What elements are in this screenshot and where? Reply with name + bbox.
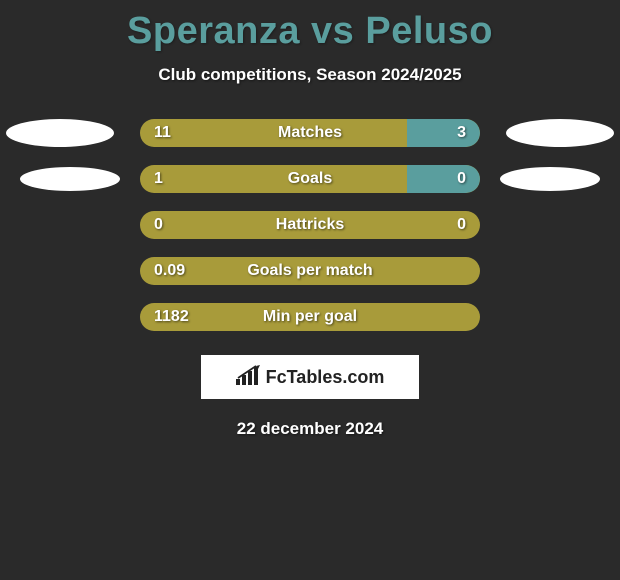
signal-bars-icon	[236, 365, 262, 390]
stat-row: 1 Goals 0	[0, 165, 620, 193]
subtitle: Club competitions, Season 2024/2025	[0, 65, 620, 85]
stat-value-left: 1	[154, 170, 163, 188]
player-marker-left	[6, 119, 114, 147]
stat-row: 0 Hattricks 0	[0, 211, 620, 239]
stat-bar: 0.09 Goals per match	[140, 257, 480, 285]
player-marker-right	[500, 167, 600, 191]
logo-box: FcTables.com	[201, 355, 419, 399]
stat-value-left: 0.09	[154, 262, 185, 280]
stat-bar-right-segment	[407, 165, 480, 193]
stat-value-right: 0	[457, 170, 466, 188]
player-marker-left	[20, 167, 120, 191]
stats-container: 11 Matches 3 1 Goals 0 0 Hattricks 0 0.09 Goals pe…	[0, 119, 620, 331]
stat-bar: 1182 Min per goal	[140, 303, 480, 331]
stat-value-right: 0	[457, 216, 466, 234]
stat-label: Goals	[288, 170, 332, 188]
stat-value-left: 0	[154, 216, 163, 234]
stat-value-right: 3	[457, 124, 466, 142]
stat-bar-right-segment	[407, 119, 480, 147]
stat-row: 0.09 Goals per match	[0, 257, 620, 285]
stat-bar: 1 Goals 0	[140, 165, 480, 193]
stat-bar: 11 Matches 3	[140, 119, 480, 147]
stat-label: Hattricks	[276, 216, 344, 234]
logo-text: FcTables.com	[266, 367, 385, 388]
stat-label: Min per goal	[263, 308, 357, 326]
date-text: 22 december 2024	[0, 419, 620, 439]
stat-row: 1182 Min per goal	[0, 303, 620, 331]
stat-label: Goals per match	[247, 262, 372, 280]
stat-value-left: 1182	[154, 308, 189, 326]
stat-label: Matches	[278, 124, 342, 142]
stat-bar: 0 Hattricks 0	[140, 211, 480, 239]
stat-row: 11 Matches 3	[0, 119, 620, 147]
stat-value-left: 11	[154, 124, 171, 142]
page-title: Speranza vs Peluso	[0, 0, 620, 53]
player-marker-right	[506, 119, 614, 147]
